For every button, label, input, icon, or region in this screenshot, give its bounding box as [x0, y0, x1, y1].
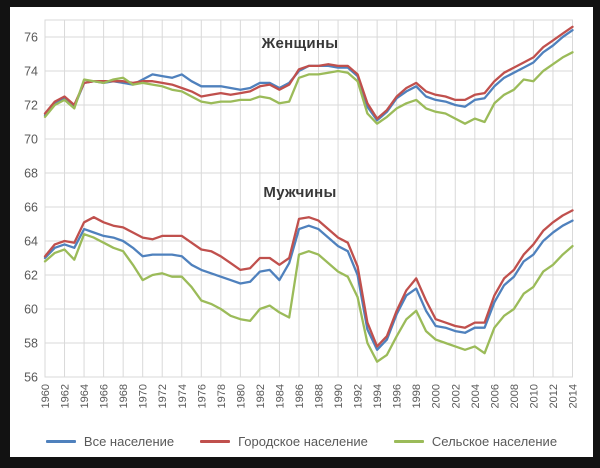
x-tick-label: 1990 — [333, 384, 345, 408]
x-tick-label: 1960 — [40, 384, 52, 408]
x-tick-label: 1974 — [177, 384, 189, 408]
legend-label-all-population: Все население — [83, 433, 175, 449]
series-line-women-rural — [43, 51, 574, 125]
y-tick-label: 66 — [24, 201, 38, 215]
x-tick-label: 2008 — [509, 384, 521, 408]
legend-item-rural-population: Сельское население — [393, 433, 558, 449]
x-tick-label: 1992 — [353, 384, 365, 408]
x-tick-label: 1970 — [138, 384, 150, 408]
chart-title-men: Мужчины — [263, 184, 337, 201]
y-tick-label: 60 — [24, 303, 38, 317]
chart-panel: 56 58 60 62 64 66 68 70 72 74 76 1960 1962 1964 1966 19… — [10, 7, 593, 457]
legend-item-all-population: Все население — [45, 433, 175, 449]
series-line-men-rural — [43, 233, 574, 363]
series-line-men-all — [43, 219, 574, 351]
y-tick-label: 76 — [24, 31, 38, 45]
series-line-women-urban — [43, 25, 574, 120]
legend-line-rural-population-swatch — [393, 439, 424, 443]
x-tick-label: 2012 — [548, 384, 560, 408]
x-tick-label: 1994 — [372, 384, 384, 408]
legend-line-all-population-swatch — [45, 439, 76, 443]
legend-item-urban-population: Городское население — [200, 434, 368, 449]
legend-line-urban-population-swatch — [200, 439, 231, 443]
x-tick-label: 1964 — [79, 384, 91, 408]
x-tick-label: 1972 — [157, 384, 169, 408]
y-tick-label: 70 — [24, 133, 38, 147]
y-tick-label: 62 — [24, 269, 38, 283]
x-tick-label: 1962 — [60, 384, 72, 408]
series-line-men-urban — [43, 209, 574, 348]
x-tick-label: 2002 — [450, 384, 462, 408]
legend-label-urban-population: Городское население — [238, 433, 368, 449]
x-tick-label: 2014 — [568, 384, 580, 408]
y-tick-label: 58 — [24, 337, 38, 351]
plot-border — [44, 19, 573, 378]
x-tick-label: 1976 — [196, 384, 208, 408]
x-tick-label: 1986 — [294, 384, 306, 408]
y-tick-label: 56 — [24, 371, 38, 385]
x-tick-label: 1996 — [392, 384, 404, 408]
y-tick-label: 64 — [24, 235, 38, 249]
x-tick-label: 2000 — [431, 384, 443, 408]
x-tick-label: 1966 — [99, 384, 111, 408]
y-tick-label: 72 — [24, 99, 38, 113]
x-tick-label: 1968 — [118, 384, 130, 408]
x-tick-label: 2010 — [528, 384, 540, 408]
chart-legend: Все население Городское население Сельск… — [10, 428, 593, 454]
life-expectancy-chart: 56 58 60 62 64 66 68 70 72 74 76 1960 1962 1964 1966 19… — [24, 19, 580, 408]
x-tick-label: 2006 — [489, 384, 501, 408]
y-tick-label: 68 — [24, 167, 38, 181]
chart-title-women: Женщины — [261, 35, 339, 52]
x-tick-label: 1980 — [235, 384, 247, 408]
y-tick-label: 74 — [24, 65, 38, 79]
x-tick-label: 1988 — [314, 384, 326, 408]
x-tick-label: 1982 — [255, 384, 267, 408]
x-tick-label: 1984 — [274, 384, 286, 408]
x-tick-label: 2004 — [470, 384, 482, 408]
x-tick-label: 1998 — [411, 384, 423, 408]
legend-label-rural-population: Сельское население — [431, 433, 558, 449]
x-tick-label: 1978 — [216, 384, 228, 408]
